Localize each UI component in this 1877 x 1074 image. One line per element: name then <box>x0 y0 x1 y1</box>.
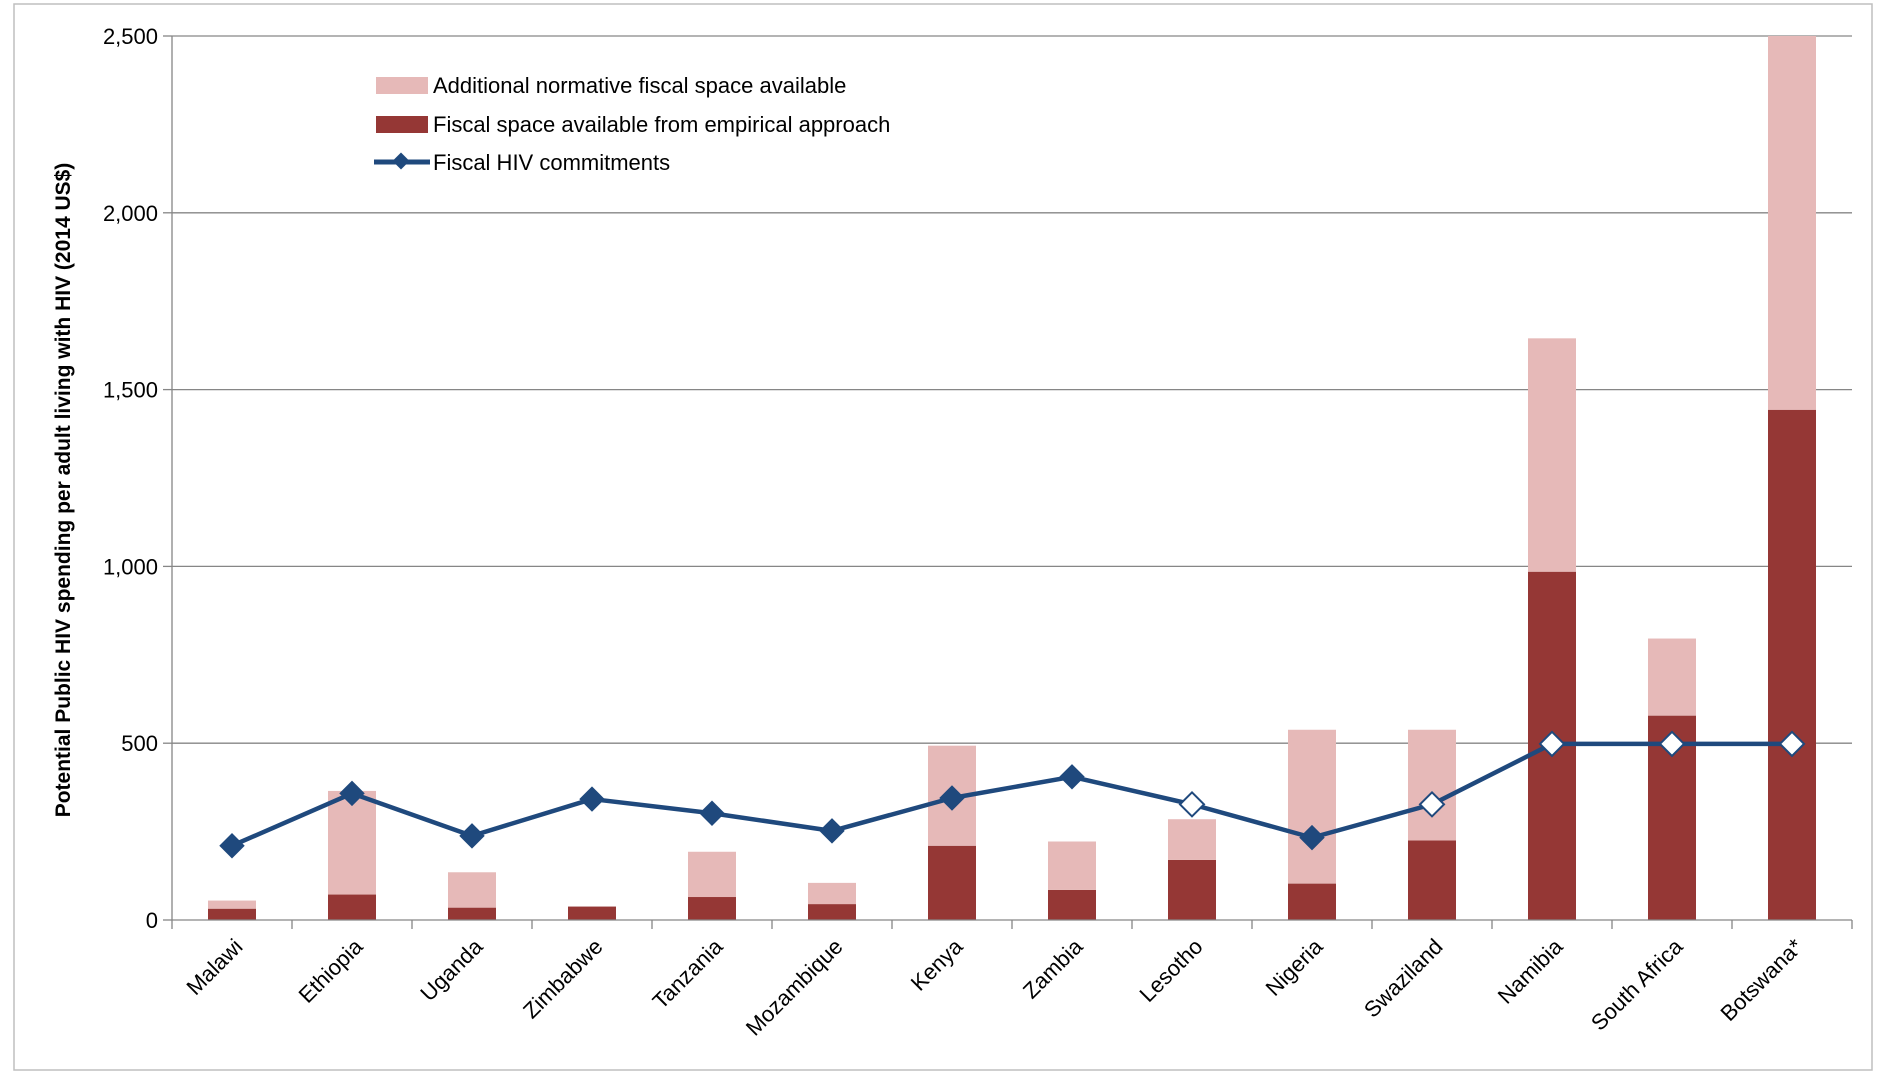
marker-fiscal-hiv-commitments-zambia <box>1059 764 1085 790</box>
marker-fiscal-hiv-commitments-swaziland <box>1418 790 1446 818</box>
marker-fiscal-hiv-commitments-namibia <box>1538 730 1566 758</box>
x-tick-label-swaziland: Swaziland <box>1359 934 1448 1023</box>
legend-marker-commitments <box>392 152 410 170</box>
marker-fiscal-hiv-commitments-ethiopia <box>339 780 365 807</box>
marker-fiscal-hiv-commitments-mozambique <box>819 818 845 844</box>
axes <box>163 35 1853 929</box>
bar-fiscal-space-available-from-empirical-approach-botswana <box>1768 409 1816 920</box>
bar-additional-normative-fiscal-space-available-malawi <box>208 900 256 909</box>
x-tick-label-south-africa: South Africa <box>1586 933 1688 1035</box>
bar-fiscal-space-available-from-empirical-approach-ethiopia <box>328 894 376 920</box>
legend-label-empirical: Fiscal space available from empirical ap… <box>433 112 890 137</box>
bar-additional-normative-fiscal-space-available-south-africa <box>1648 638 1696 716</box>
legend-swatch-empirical <box>376 116 428 133</box>
bar-fiscal-space-available-from-empirical-approach-tanzania <box>688 897 736 920</box>
marker-fiscal-hiv-commitments-malawi <box>219 833 245 859</box>
y-tick-label-1500: 1,500 <box>103 378 158 403</box>
legend-item-normative: Additional normative fiscal space availa… <box>376 73 846 98</box>
series-line-fiscal-hiv-commitments <box>231 741 1792 848</box>
x-tick-label-kenya: Kenya <box>906 933 968 995</box>
bar-fiscal-space-available-from-empirical-approach-zambia <box>1048 889 1096 920</box>
legend-item-empirical: Fiscal space available from empirical ap… <box>376 112 890 137</box>
y-tick-label-2000: 2,000 <box>103 201 158 226</box>
bar-additional-normative-fiscal-space-available-lesotho <box>1168 819 1216 860</box>
marker-fiscal-hiv-commitments-botswana <box>1778 730 1806 758</box>
bar-additional-normative-fiscal-space-available-uganda <box>448 872 496 908</box>
marker-fiscal-hiv-commitments-uganda <box>459 823 485 849</box>
x-tick-label-zambia: Zambia <box>1018 933 1088 1003</box>
y-tick-label-2500: 2,500 <box>103 24 158 49</box>
bar-additional-normative-fiscal-space-available-zambia <box>1048 841 1096 890</box>
gridlines <box>172 35 1852 744</box>
y-tick-label-500: 500 <box>121 731 158 756</box>
y-axis-title: Potential Public HIV spending per adult … <box>52 163 75 818</box>
y-tick-label-1000: 1,000 <box>103 554 158 579</box>
x-tick-label-malawi: Malawi <box>181 934 247 1000</box>
x-tick-label-nigeria: Nigeria <box>1261 933 1329 1001</box>
bar-additional-normative-fiscal-space-available-swaziland <box>1408 729 1456 841</box>
marker-fiscal-hiv-commitments-south-africa <box>1658 730 1686 758</box>
x-tick-label-uganda: Uganda <box>415 933 488 1006</box>
marker-fiscal-hiv-commitments-lesotho <box>1178 790 1206 818</box>
x-tick-label-mozambique: Mozambique <box>741 934 848 1041</box>
bar-fiscal-space-available-from-empirical-approach-nigeria <box>1288 883 1336 920</box>
legend-label-commitments: Fiscal HIV commitments <box>433 150 670 175</box>
bar-additional-normative-fiscal-space-available-ethiopia <box>328 790 376 895</box>
marker-fiscal-hiv-commitments-kenya <box>939 785 965 811</box>
marker-fiscal-hiv-commitments-tanzania <box>699 800 725 826</box>
x-tick-label-botswana: Botswana* <box>1715 934 1807 1026</box>
bar-additional-normative-fiscal-space-available-namibia <box>1528 338 1576 572</box>
bar-fiscal-space-available-from-empirical-approach-lesotho <box>1168 859 1216 920</box>
marker-fiscal-hiv-commitments-nigeria <box>1299 824 1325 851</box>
bar-fiscal-space-available-from-empirical-approach-uganda <box>448 907 496 920</box>
bar-fiscal-space-available-from-empirical-approach-mozambique <box>808 904 856 920</box>
x-tick-label-tanzania: Tanzania <box>648 933 728 1013</box>
bar-additional-normative-fiscal-space-available-botswana <box>1768 36 1816 410</box>
bar-additional-normative-fiscal-space-available-mozambique <box>808 882 856 905</box>
y-tick-label-0: 0 <box>146 908 158 933</box>
bar-fiscal-space-available-from-empirical-approach-zimbabwe <box>568 906 616 920</box>
marker-fiscal-hiv-commitments-zimbabwe <box>579 786 605 812</box>
bar-fiscal-space-available-from-empirical-approach-swaziland <box>1408 840 1456 920</box>
bar-fiscal-space-available-from-empirical-approach-malawi <box>208 908 256 920</box>
bars <box>208 36 1816 920</box>
bar-additional-normative-fiscal-space-available-tanzania <box>688 851 736 898</box>
legend: Additional normative fiscal space availa… <box>374 73 890 175</box>
x-tick-label-zimbabwe: Zimbabwe <box>518 934 607 1023</box>
chart-border <box>13 3 1873 1071</box>
legend-label-normative: Additional normative fiscal space availa… <box>433 73 846 98</box>
x-tick-label-ethiopia: Ethiopia <box>294 933 368 1007</box>
x-tick-label-namibia: Namibia <box>1493 933 1568 1008</box>
x-tick-label-lesotho: Lesotho <box>1134 934 1207 1007</box>
legend-item-commitments: Fiscal HIV commitments <box>374 150 670 175</box>
commitments-line <box>219 730 1806 859</box>
legend-swatch-normative <box>376 77 428 94</box>
bar-additional-normative-fiscal-space-available-nigeria <box>1288 729 1336 884</box>
bar-fiscal-space-available-from-empirical-approach-kenya <box>928 845 976 920</box>
